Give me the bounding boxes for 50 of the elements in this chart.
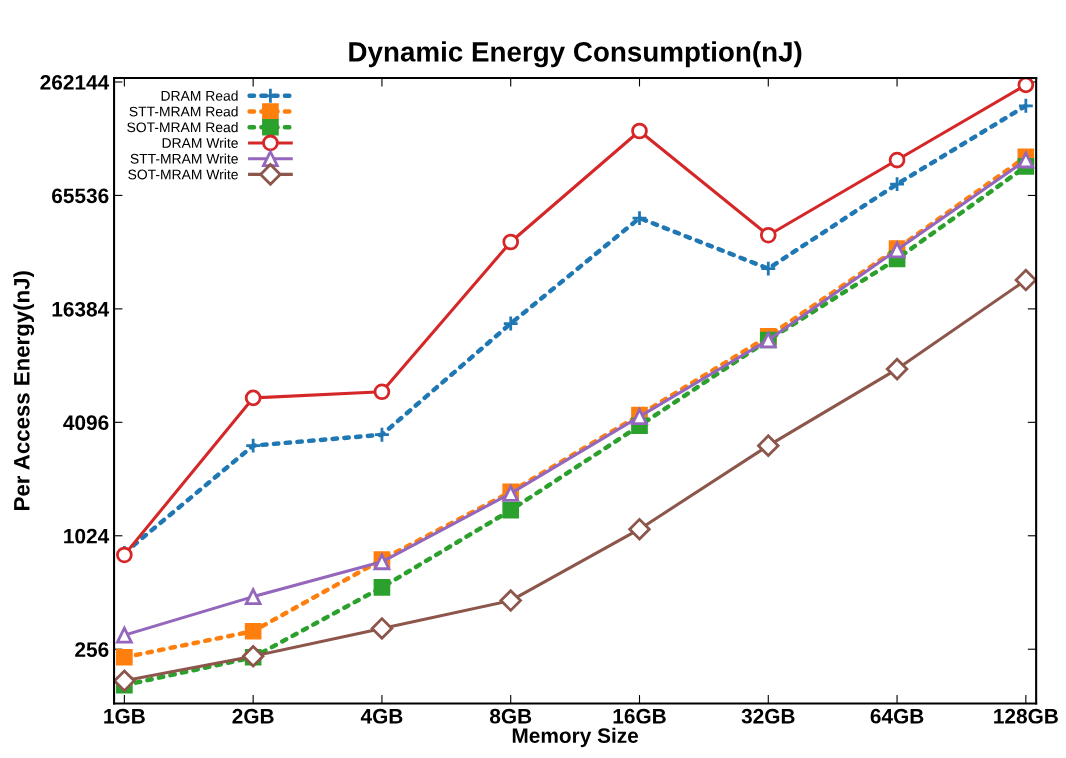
point: [499, 589, 522, 612]
legend-label: STT-MRAM Read: [129, 106, 238, 117]
point: [114, 669, 136, 693]
point: [631, 122, 648, 140]
legend-label: DRAM Read: [161, 90, 238, 101]
x-axis-title: Memory Size: [512, 727, 639, 748]
point: [1017, 78, 1035, 94]
point: [631, 209, 648, 227]
x-tick-label: 4GB: [360, 708, 403, 724]
legend-label: STT-MRAM Write: [130, 153, 238, 164]
x-tick-label: 128GB: [994, 708, 1058, 724]
point: [888, 175, 906, 193]
y-tick-label: 256: [75, 642, 109, 657]
y-axis-title: Per Access Energy(nJ): [13, 271, 35, 510]
point: [885, 357, 909, 381]
point: [373, 383, 391, 401]
legend-label: DRAM Write: [162, 137, 238, 148]
point: [373, 579, 391, 596]
y-tick-label: 65536: [52, 188, 109, 204]
point: [502, 315, 520, 332]
point: [116, 648, 133, 666]
point: [244, 437, 262, 454]
x-tick-label: 1GB: [104, 708, 145, 724]
y-tick-label: 16384: [52, 301, 110, 317]
y-tick-label: 262144: [40, 74, 110, 90]
point: [757, 434, 780, 457]
x-tick-label: 8GB: [489, 708, 532, 724]
legend-label: SOT-MRAM Write: [128, 169, 238, 180]
point: [244, 389, 262, 407]
x-tick-label: 16GB: [613, 708, 666, 724]
point: [373, 426, 391, 444]
point: [244, 588, 262, 605]
point: [502, 233, 520, 251]
point: [1017, 97, 1035, 115]
point: [116, 626, 133, 644]
point: [888, 151, 906, 169]
point: [759, 226, 777, 244]
point: [628, 517, 651, 541]
point: [502, 501, 520, 519]
legend-label: SOT-MRAM Read: [127, 122, 238, 133]
point: [759, 260, 777, 277]
point: [1014, 268, 1037, 292]
x-tick-label: 32GB: [741, 708, 795, 724]
y-tick-label: 1024: [64, 528, 110, 544]
point: [244, 622, 262, 640]
chart-title: Dynamic Energy Consumption(nJ): [349, 41, 802, 68]
y-tick-label: 4096: [63, 415, 109, 431]
x-tick-label: 2GB: [232, 708, 274, 724]
x-tick-label: 64GB: [870, 708, 924, 724]
point: [370, 617, 394, 640]
